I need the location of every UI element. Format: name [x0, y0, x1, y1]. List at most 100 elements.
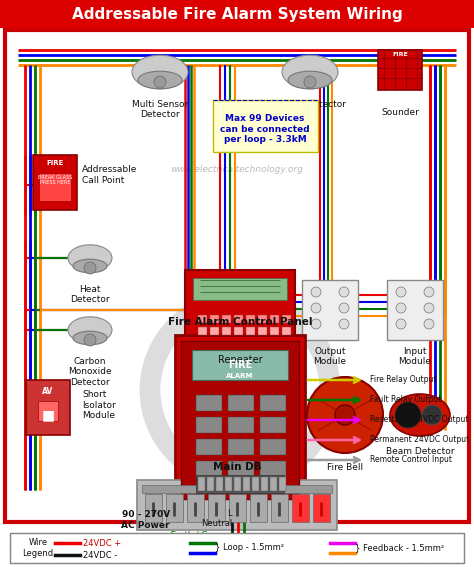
FancyBboxPatch shape: [228, 461, 254, 477]
FancyBboxPatch shape: [210, 315, 219, 323]
Text: BREAK GLASS
PRESS HERE: BREAK GLASS PRESS HERE: [38, 175, 72, 185]
Text: Wire
Legend: Wire Legend: [22, 538, 54, 558]
Circle shape: [424, 319, 434, 329]
FancyBboxPatch shape: [260, 439, 286, 455]
Text: → Earth / Ground: → Earth / Ground: [161, 531, 232, 539]
FancyBboxPatch shape: [260, 461, 286, 477]
FancyBboxPatch shape: [181, 341, 299, 499]
FancyBboxPatch shape: [261, 477, 268, 491]
FancyBboxPatch shape: [38, 401, 58, 421]
FancyBboxPatch shape: [222, 315, 231, 323]
Ellipse shape: [282, 55, 338, 89]
Text: Multi Sensor
Detector: Multi Sensor Detector: [132, 100, 188, 120]
Text: Fire Alarm Control Panel: Fire Alarm Control Panel: [168, 317, 312, 327]
Circle shape: [339, 319, 349, 329]
Text: Output
Module: Output Module: [313, 347, 346, 366]
Text: Fire Relay Output: Fire Relay Output: [370, 375, 437, 384]
Text: 24VDC +: 24VDC +: [83, 539, 121, 548]
FancyBboxPatch shape: [260, 395, 286, 411]
Text: FIRE: FIRE: [228, 360, 252, 370]
FancyBboxPatch shape: [302, 280, 358, 340]
Text: FIRE: FIRE: [392, 52, 408, 57]
Text: Sounder: Sounder: [381, 108, 419, 117]
Circle shape: [424, 287, 434, 297]
FancyBboxPatch shape: [216, 477, 223, 491]
Ellipse shape: [73, 331, 107, 345]
Circle shape: [311, 319, 321, 329]
Circle shape: [395, 402, 421, 428]
Text: Addressable Fire Alarm System Wiring: Addressable Fire Alarm System Wiring: [72, 6, 402, 22]
FancyBboxPatch shape: [213, 100, 318, 152]
Text: Fault Relay Output: Fault Relay Output: [370, 396, 441, 404]
Circle shape: [311, 287, 321, 297]
FancyBboxPatch shape: [10, 533, 464, 563]
Text: Permanent 24VDC Output: Permanent 24VDC Output: [370, 435, 469, 445]
FancyBboxPatch shape: [0, 0, 474, 28]
FancyBboxPatch shape: [234, 315, 243, 323]
FancyBboxPatch shape: [193, 278, 287, 300]
Text: Carbon
Monoxide
Detector: Carbon Monoxide Detector: [68, 357, 112, 387]
FancyBboxPatch shape: [208, 494, 225, 522]
FancyBboxPatch shape: [246, 327, 255, 335]
Circle shape: [311, 303, 321, 313]
Ellipse shape: [68, 317, 112, 343]
FancyBboxPatch shape: [196, 417, 222, 433]
FancyBboxPatch shape: [234, 327, 243, 335]
FancyBboxPatch shape: [228, 439, 254, 455]
FancyBboxPatch shape: [39, 173, 71, 201]
FancyBboxPatch shape: [225, 477, 232, 491]
Circle shape: [396, 287, 406, 297]
Circle shape: [307, 377, 383, 453]
FancyBboxPatch shape: [252, 477, 259, 491]
FancyBboxPatch shape: [33, 155, 77, 210]
Text: } Feedback - 1.5mm²: } Feedback - 1.5mm²: [355, 544, 444, 552]
Text: Input
Module: Input Module: [399, 347, 431, 366]
Text: www.electricaltechnology.org: www.electricaltechnology.org: [171, 165, 303, 174]
Text: Neutral: Neutral: [201, 518, 232, 527]
FancyBboxPatch shape: [166, 494, 183, 522]
FancyBboxPatch shape: [198, 477, 205, 491]
FancyBboxPatch shape: [142, 485, 332, 493]
Circle shape: [422, 405, 442, 425]
Text: Max 99 Devices
can be connected
per loop - 3.3kM: Max 99 Devices can be connected per loop…: [220, 114, 310, 144]
Text: 90 - 270V
AC Power: 90 - 270V AC Power: [121, 510, 170, 530]
Circle shape: [84, 262, 96, 274]
FancyBboxPatch shape: [196, 461, 222, 477]
Text: FIRE: FIRE: [46, 160, 64, 166]
FancyBboxPatch shape: [378, 50, 422, 90]
FancyBboxPatch shape: [210, 327, 219, 335]
FancyBboxPatch shape: [260, 417, 286, 433]
FancyBboxPatch shape: [246, 315, 255, 323]
Text: Remote Control Input: Remote Control Input: [370, 455, 452, 464]
Ellipse shape: [73, 259, 107, 273]
Text: Fire Bell: Fire Bell: [327, 463, 363, 472]
Text: L: L: [228, 509, 232, 518]
FancyBboxPatch shape: [207, 477, 214, 491]
Ellipse shape: [390, 394, 450, 436]
FancyBboxPatch shape: [196, 395, 222, 411]
FancyBboxPatch shape: [198, 315, 207, 323]
FancyBboxPatch shape: [292, 494, 309, 522]
FancyBboxPatch shape: [145, 494, 162, 522]
Text: Heat
Detector: Heat Detector: [70, 285, 110, 304]
Text: } Loop - 1.5mm²: } Loop - 1.5mm²: [215, 544, 284, 552]
Circle shape: [304, 76, 316, 88]
FancyBboxPatch shape: [185, 270, 295, 350]
FancyBboxPatch shape: [271, 494, 288, 522]
Ellipse shape: [68, 245, 112, 271]
Circle shape: [84, 334, 96, 346]
Circle shape: [339, 303, 349, 313]
Text: 24VDC -: 24VDC -: [83, 551, 117, 560]
Text: ■: ■: [41, 408, 55, 422]
FancyBboxPatch shape: [250, 494, 267, 522]
FancyBboxPatch shape: [175, 335, 305, 505]
Text: Resettable 24VDC Output: Resettable 24VDC Output: [370, 416, 468, 425]
Text: Addressable
Call Point: Addressable Call Point: [82, 166, 137, 185]
Circle shape: [424, 303, 434, 313]
FancyBboxPatch shape: [229, 494, 246, 522]
FancyBboxPatch shape: [270, 327, 279, 335]
FancyBboxPatch shape: [196, 439, 222, 455]
Text: Beam Detector: Beam Detector: [386, 447, 454, 456]
FancyBboxPatch shape: [282, 327, 291, 335]
Text: ALARM: ALARM: [226, 373, 254, 379]
